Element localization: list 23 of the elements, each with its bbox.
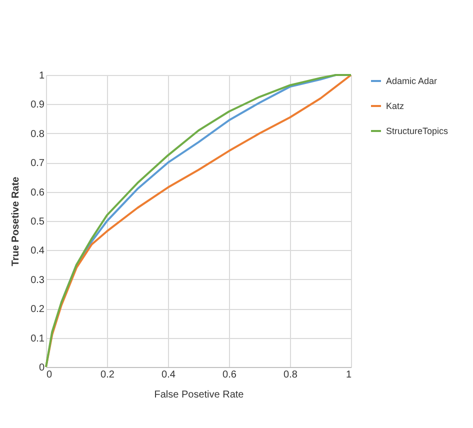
y-tick-label: 0.9 (30, 100, 45, 111)
y-tick-label: 0.8 (30, 128, 45, 140)
y-tick-label: 1 (38, 70, 45, 82)
y-tick-label: 0.3 (30, 274, 45, 286)
x-tick-label: 0 (46, 370, 52, 380)
x-tick-label: 0.6 (222, 370, 237, 380)
line-series (45, 74, 352, 368)
legend-label: Katz (386, 101, 405, 111)
y-tick-label: 0.4 (30, 246, 45, 257)
x-tick-label: 0.4 (162, 370, 176, 380)
y-tick-label: 0.5 (30, 216, 45, 228)
y-tick-label: 0.6 (30, 187, 45, 198)
legend-label: Adamic Adar (386, 76, 438, 86)
x-axis-title: False Posetive Rate (154, 390, 244, 400)
y-tick-label: 0.7 (30, 158, 45, 170)
x-tick-label: 0.2 (100, 370, 115, 380)
y-tick-label: 0 (38, 362, 45, 374)
y-tick-label: 0.2 (30, 304, 45, 316)
x-tick-label: 0.8 (284, 370, 298, 380)
x-tick-label: 1 (346, 370, 352, 380)
y-axis-title: True Posetive Rate (10, 176, 22, 266)
legend-label: StructureTopics (386, 126, 449, 136)
y-tick-label: 0.1 (30, 333, 45, 344)
